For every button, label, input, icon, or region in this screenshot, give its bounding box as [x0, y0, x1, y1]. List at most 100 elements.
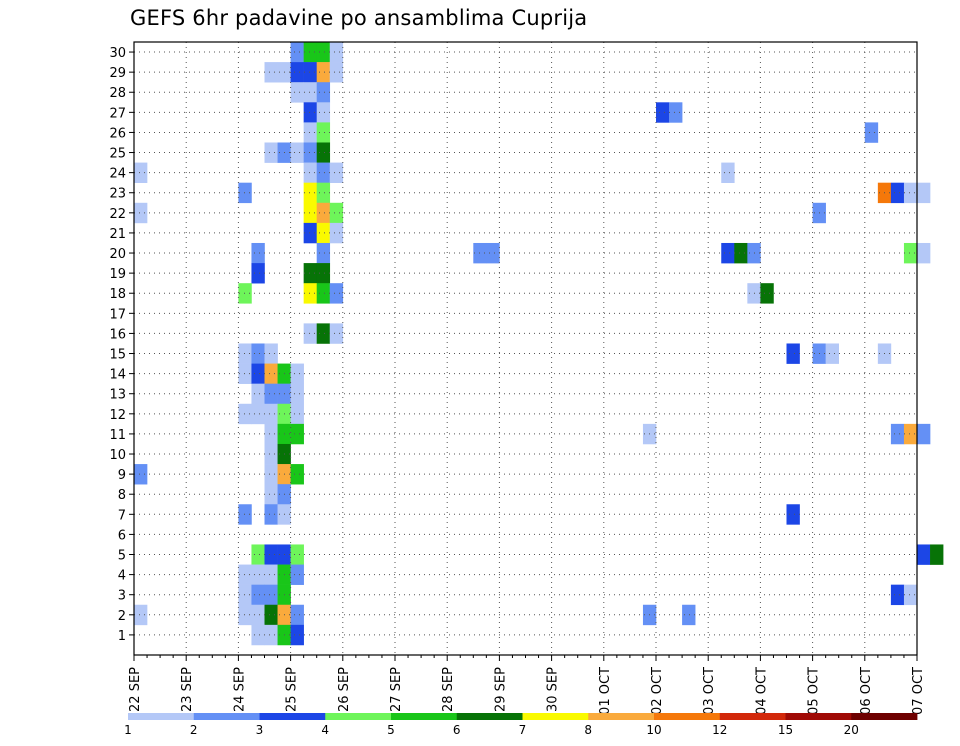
y-tick-label: 16 [109, 327, 126, 342]
heat-cell [303, 202, 317, 224]
x-tick-label: 01 OCT [598, 667, 613, 715]
y-tick-label: 8 [118, 488, 126, 503]
heat-cell [264, 604, 278, 626]
heat-cell [264, 423, 278, 445]
heat-cell [316, 182, 331, 204]
legend-swatch [456, 713, 523, 720]
x-tick-label: 04 OCT [754, 667, 769, 715]
legend-swatch [193, 713, 260, 720]
heat-cell [290, 423, 304, 445]
heat-cell [238, 363, 252, 384]
heat-cell [264, 62, 278, 83]
x-tick-label: 22 SEP [128, 667, 143, 712]
heat-cell [316, 323, 331, 344]
x-tick-label: 03 OCT [702, 667, 717, 715]
y-tick-label: 4 [118, 569, 126, 584]
y-tick-label: 14 [109, 368, 126, 383]
heat-cell [316, 242, 331, 264]
legend-label: 12 [712, 723, 727, 737]
heat-cell [316, 263, 331, 284]
heat-cell [329, 323, 344, 344]
heat-cell [238, 343, 252, 364]
heat-cell [238, 504, 252, 525]
x-tick-label: 02 OCT [650, 667, 665, 715]
y-tick-label: 11 [109, 428, 126, 443]
y-tick-label: 13 [109, 388, 126, 403]
y-tick-label: 17 [109, 307, 126, 322]
y-tick-label: 1 [118, 629, 126, 644]
legend-swatch [391, 713, 458, 720]
heat-cell [316, 102, 331, 123]
heat-cell [303, 122, 317, 143]
x-tick-label: 05 OCT [807, 667, 822, 715]
heat-cell [316, 82, 331, 103]
heat-cell [134, 162, 148, 183]
y-tick-label: 2 [118, 609, 126, 624]
heat-cell [786, 504, 800, 525]
heat-cell [238, 182, 252, 204]
heat-cell [303, 182, 317, 204]
heat-cell [303, 42, 317, 63]
heat-cell [290, 624, 304, 646]
heat-cell [264, 343, 278, 364]
heat-cell [903, 182, 918, 204]
heat-cell [917, 544, 931, 565]
x-tick-label: 28 SEP [441, 667, 456, 712]
heat-cell [682, 604, 696, 626]
y-tick-label: 20 [109, 247, 126, 262]
y-tick-label: 15 [109, 348, 126, 363]
heat-cell [303, 283, 317, 304]
y-tick-label: 28 [109, 86, 126, 101]
y-tick-label: 30 [109, 46, 126, 61]
y-tick-label: 26 [109, 126, 126, 141]
x-tick-label: 27 SEP [389, 667, 404, 712]
heat-cell [251, 383, 265, 405]
heat-cell [290, 544, 304, 565]
heat-cell [303, 102, 317, 123]
heat-cell [890, 584, 905, 606]
heat-cell [303, 323, 317, 344]
heat-cell [760, 283, 774, 304]
heat-cell [316, 222, 331, 244]
y-tick-label: 22 [109, 207, 126, 222]
heat-cell [917, 182, 931, 204]
legend-label: 6 [453, 723, 461, 737]
heat-cell [251, 624, 265, 646]
heat-cell [251, 403, 265, 425]
heat-cell [329, 162, 344, 183]
heat-cell [134, 464, 148, 485]
legend-label: 15 [778, 723, 793, 737]
heat-cell [864, 122, 879, 143]
y-tick-label: 21 [109, 227, 126, 242]
heat-cell [316, 202, 331, 224]
legend-label: 4 [321, 723, 329, 737]
heat-cell [721, 242, 735, 264]
y-tick-label: 27 [109, 106, 126, 121]
heat-cell [290, 142, 304, 163]
heat-cell [251, 363, 265, 384]
heat-cell [329, 62, 344, 83]
heat-cell [264, 584, 278, 606]
heat-cell [264, 484, 278, 505]
heat-cell [734, 242, 748, 264]
heat-cell [316, 42, 331, 63]
heat-cell [264, 624, 278, 646]
heat-cell [264, 544, 278, 565]
heat-cell [264, 363, 278, 384]
heat-cell [264, 383, 278, 405]
heat-cell [917, 423, 931, 445]
heat-cell [238, 584, 252, 606]
heat-cell [238, 564, 252, 585]
legend-label: 10 [646, 723, 661, 737]
heat-cell [890, 423, 905, 445]
heat-cell [290, 604, 304, 626]
heat-cell [264, 564, 278, 585]
heat-cell [917, 242, 931, 264]
heat-cell [303, 82, 317, 103]
heat-cell [329, 202, 344, 224]
heat-cell [316, 62, 331, 83]
heat-cell [264, 443, 278, 465]
x-tick-label: 30 SEP [546, 667, 561, 712]
heat-cell [303, 62, 317, 83]
